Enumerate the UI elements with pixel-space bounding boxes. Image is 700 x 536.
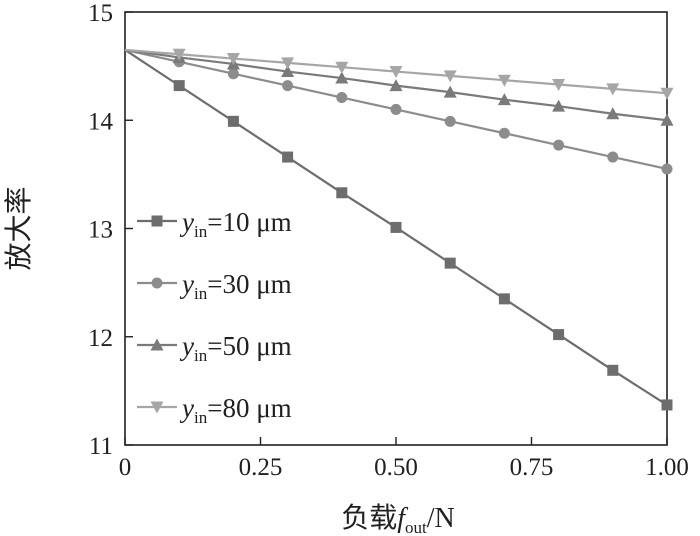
data-point — [336, 92, 348, 104]
data-point — [497, 93, 511, 106]
data-point — [606, 83, 620, 96]
x-tick-label: 1.00 — [645, 454, 689, 481]
data-point — [389, 79, 403, 92]
y-axis-label: 放大率 — [3, 186, 35, 270]
legend-label: yin=30 μm — [179, 269, 292, 303]
data-point — [336, 187, 348, 199]
legend-item-2: yin=30 μm — [137, 269, 292, 303]
y-tick-label: 15 — [88, 0, 113, 27]
legend-label: yin=80 μm — [179, 393, 292, 427]
legend-marker — [150, 338, 164, 351]
legend-marker — [151, 215, 163, 227]
legend-label: yin=10 μm — [179, 207, 292, 241]
legend-label: yin=50 μm — [179, 331, 292, 365]
data-point — [552, 79, 566, 92]
legend-item-1: yin=10 μm — [137, 207, 292, 241]
y-tick-label: 11 — [89, 433, 113, 460]
data-point — [553, 329, 565, 341]
series-4 — [124, 48, 674, 100]
data-point — [389, 66, 403, 79]
legend-marker — [150, 401, 164, 414]
series-1 — [124, 48, 673, 411]
data-point — [443, 85, 457, 98]
data-point — [498, 127, 510, 139]
y-tick-label: 12 — [88, 325, 113, 352]
data-point — [607, 364, 619, 376]
data-point — [607, 151, 619, 163]
data-point — [444, 257, 456, 269]
axes: 0 0.25 0.50 0.75 1.00 11 12 13 14 15 — [88, 0, 689, 481]
series-layer — [124, 48, 674, 411]
data-point — [281, 65, 295, 78]
data-point — [173, 80, 185, 92]
data-point — [227, 68, 239, 80]
data-point — [335, 61, 349, 74]
data-point — [660, 113, 674, 126]
y-tick-label: 13 — [88, 217, 113, 244]
data-point — [606, 107, 620, 120]
data-point — [661, 399, 673, 411]
data-point — [553, 139, 565, 151]
axis-labels: 负载fout/N 放大率 — [3, 186, 455, 536]
data-point — [227, 115, 239, 127]
legend: yin=10 μm yin=30 μm yin=50 μm yin=80 μm — [137, 207, 292, 427]
legend-item-3: yin=50 μm — [137, 331, 292, 365]
x-tick-label: 0 — [119, 454, 132, 481]
data-point — [172, 48, 186, 61]
x-axis-label: 负载fout/N — [341, 502, 455, 536]
data-point — [552, 99, 566, 112]
data-point — [226, 53, 240, 66]
x-tick-label: 0.75 — [510, 454, 554, 481]
x-tick-label: 0.25 — [239, 454, 283, 481]
data-point — [390, 221, 402, 233]
data-point — [390, 103, 402, 115]
series-3 — [124, 48, 674, 126]
data-point — [282, 80, 294, 92]
data-point — [443, 70, 457, 83]
legend-item-4: yin=80 μm — [137, 393, 292, 427]
data-point — [282, 151, 294, 163]
data-point — [498, 293, 510, 305]
data-point — [281, 57, 295, 70]
legend-marker — [151, 277, 163, 289]
data-point — [660, 87, 674, 100]
data-point — [497, 74, 511, 87]
y-tick-label: 14 — [88, 108, 114, 135]
x-tick-label: 0.50 — [374, 454, 418, 481]
data-point — [335, 71, 349, 84]
data-point — [444, 115, 456, 127]
data-point — [661, 163, 673, 175]
